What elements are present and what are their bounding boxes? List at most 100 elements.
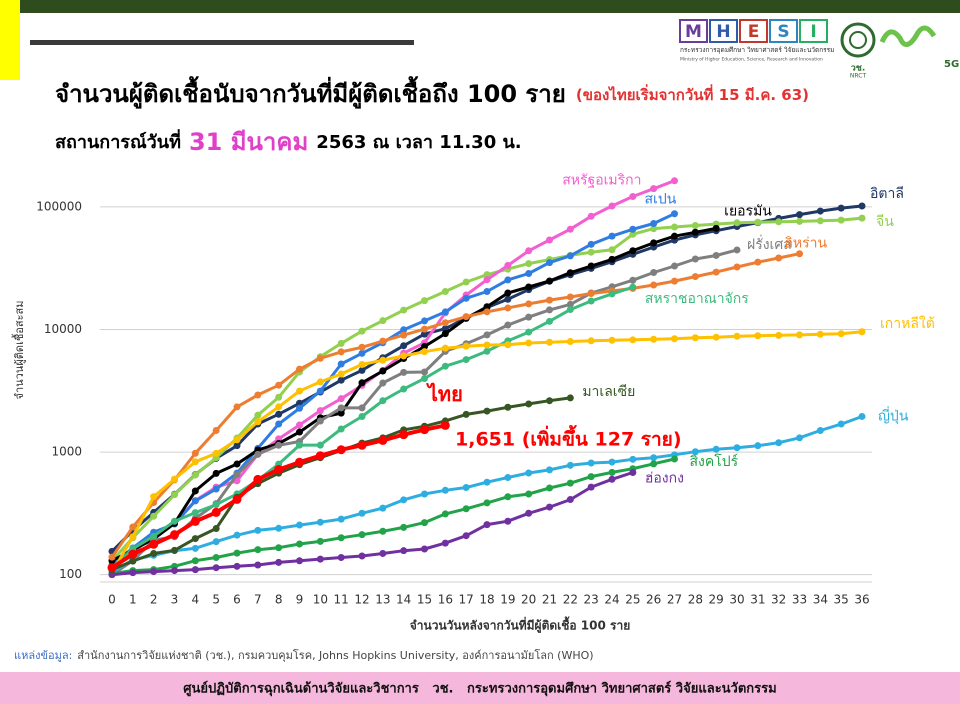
data-point [796, 211, 803, 219]
data-point [421, 297, 428, 305]
data-point [171, 567, 178, 575]
logo-letter-box [799, 19, 828, 43]
data-point [858, 214, 866, 222]
data-point [296, 557, 303, 565]
data-point [379, 379, 387, 387]
data-point [107, 563, 117, 573]
data-point [816, 217, 824, 225]
data-point [441, 486, 449, 494]
data-point [546, 236, 553, 244]
data-point [212, 449, 220, 457]
data-point [816, 330, 824, 338]
data-point [566, 252, 574, 260]
data-point [671, 232, 678, 240]
x-tick-label: 31 [750, 593, 765, 607]
data-point [712, 224, 720, 232]
data-point [296, 540, 303, 548]
data-point [525, 313, 533, 321]
x-tick-label: 21 [542, 593, 557, 607]
data-point [462, 313, 470, 321]
data-point [504, 493, 512, 501]
logo-5g-mark [879, 25, 937, 47]
series-label: จีน [876, 214, 894, 230]
data-point [608, 202, 616, 210]
data-point [483, 478, 491, 486]
data-point [504, 289, 512, 297]
data-point [733, 444, 741, 452]
x-tick-label: 36 [854, 593, 869, 607]
data-point [358, 343, 366, 351]
data-point [421, 342, 428, 350]
x-tick-label: 32 [771, 593, 786, 607]
data-point [254, 411, 262, 419]
data-point [233, 403, 241, 411]
data-point [712, 251, 720, 259]
data-point [546, 296, 553, 304]
data-point [232, 494, 242, 504]
logo-letter: M [685, 22, 702, 42]
y-tick-label: 1000 [51, 445, 82, 459]
data-point [441, 510, 449, 518]
data-point [587, 483, 595, 491]
data-point [546, 338, 553, 346]
data-point [546, 466, 553, 474]
data-point [421, 317, 428, 325]
nrct-logo-inner [849, 31, 867, 49]
y-axis-label: จำนวนผู้ติดเชื้อสะสม [11, 301, 26, 400]
data-point [421, 519, 428, 527]
data-point [421, 325, 428, 333]
x-tick-label: 9 [296, 593, 304, 607]
data-point [629, 230, 637, 238]
data-point [691, 255, 699, 263]
data-point [650, 460, 658, 468]
data-point [212, 538, 220, 546]
data-point [546, 484, 553, 492]
series [107, 420, 450, 573]
data-point [337, 395, 345, 403]
data-point [379, 549, 387, 557]
logo-letter-box [769, 19, 798, 43]
data-point [149, 539, 159, 549]
data-point [608, 246, 616, 254]
data-point [566, 394, 574, 402]
data-point [400, 368, 408, 376]
data-point [816, 427, 824, 435]
data-point [566, 225, 574, 233]
logo-letter-box [679, 19, 708, 43]
data-point [837, 216, 845, 224]
data-point [462, 356, 470, 364]
logo-letter: S [777, 22, 789, 42]
y-tick-label: 100000 [36, 199, 82, 213]
series-label: สหราชอาณาจักร [645, 291, 749, 307]
data-point [525, 490, 533, 498]
series-label: สเปน [645, 192, 677, 208]
data-point [191, 471, 199, 479]
data-point [254, 450, 262, 458]
data-point [129, 533, 137, 541]
data-point [629, 225, 637, 233]
data-point [858, 328, 866, 336]
data-point [233, 562, 241, 570]
x-tick-label: 3 [171, 593, 179, 607]
data-point [296, 404, 303, 412]
data-point [337, 339, 345, 347]
x-tick-label: 20 [521, 593, 536, 607]
data-point [566, 479, 574, 487]
data-point [462, 278, 470, 286]
source: แหล่งข้อมูล: สำนักงานการวิจัยแห่งชาติ (วช… [14, 648, 594, 662]
data-point [316, 417, 324, 425]
data-point [671, 277, 678, 285]
x-tick-label: 15 [417, 593, 432, 607]
data-point [754, 258, 762, 266]
x-tick-label: 14 [396, 593, 411, 607]
x-tick-label: 7 [254, 593, 262, 607]
data-point [462, 294, 470, 302]
data-point [796, 434, 803, 442]
data-point [712, 445, 720, 453]
data-point [316, 407, 324, 415]
data-point [358, 349, 366, 357]
data-point [254, 526, 262, 534]
series-label: อิตาลี [870, 186, 904, 202]
